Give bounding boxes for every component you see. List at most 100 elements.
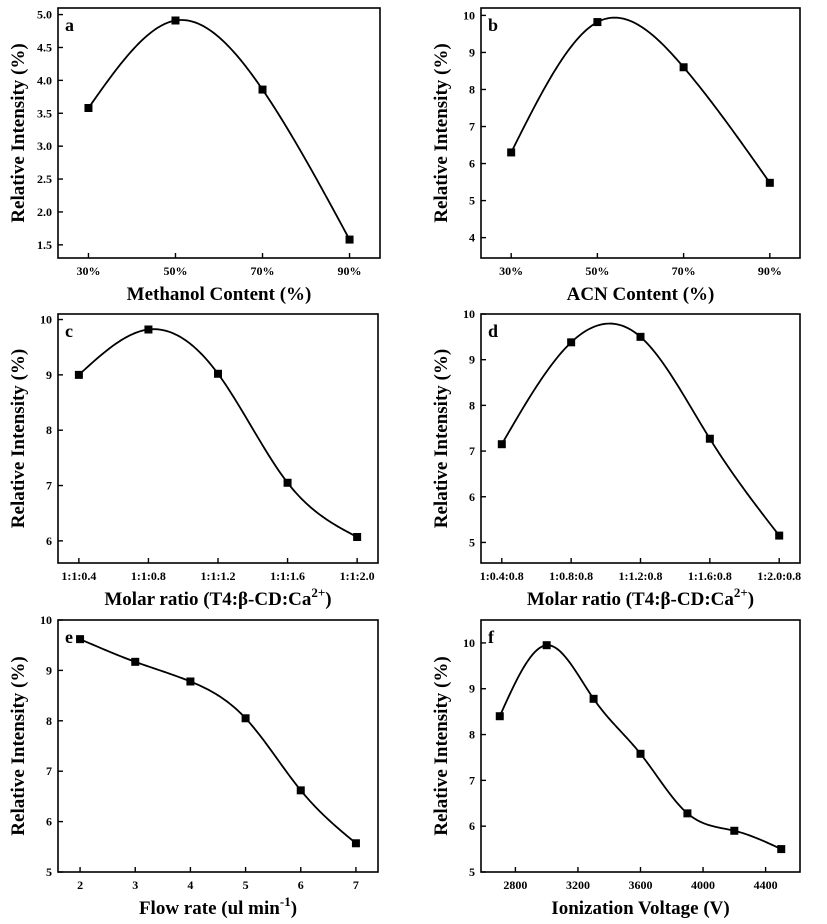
data-point — [765, 178, 774, 187]
x-tick-label: 6 — [298, 878, 304, 892]
panel-a: 1.5 2.0 2.5 3.0 3.5 4.0 4.5 5.0 30% 50% 70% 90% a Met… — [8, 7, 381, 305]
data-point — [258, 85, 267, 94]
panel-letter: e — [65, 627, 73, 647]
data-point — [593, 18, 602, 27]
fit-curve — [498, 644, 782, 850]
x-tick-label: 1:0.4:0.8 — [480, 569, 524, 583]
x-axis-label: Molar ratio (T4:β-CD:Ca2+) — [527, 585, 754, 610]
fit-curve — [79, 638, 357, 844]
y-tick-label: 4.5 — [37, 40, 52, 54]
y-axis-label: Relative Intensity (%) — [431, 349, 452, 528]
panel-c: 6 7 8 9 10 1:1:0.4 1:1:0.8 1:1:1.2 1:1:1.6 1:1:2.… — [8, 313, 379, 610]
y-tick-label: 3.5 — [37, 106, 52, 120]
x-tick-label: 30% — [499, 264, 523, 278]
x-tick-label: 50% — [585, 264, 609, 278]
fit-curve — [501, 322, 780, 537]
data-point — [589, 694, 598, 703]
y-tick-label: 9 — [469, 45, 475, 59]
y-tick-label: 7 — [46, 764, 52, 778]
x-tick-label: 5 — [243, 878, 249, 892]
y-tick-label: 6 — [46, 815, 52, 829]
y-tick-label: 4 — [469, 231, 475, 245]
x-tick-label: 70% — [672, 264, 696, 278]
x-tick-label: 4000 — [691, 878, 715, 892]
x-tick-label: 2800 — [503, 878, 527, 892]
panel-letter: c — [65, 321, 73, 341]
y-tick-label: 6 — [469, 157, 475, 171]
y-tick-label: 7 — [469, 120, 475, 134]
y-tick-label: 5 — [469, 535, 475, 549]
x-tick-label: 1:1.6:0.8 — [688, 569, 732, 583]
x-axis-label-end: ) — [291, 898, 297, 919]
data-point — [775, 531, 784, 540]
data-point — [186, 677, 195, 686]
data-point — [214, 369, 222, 378]
y-axis-label: Relative Intensity (%) — [8, 656, 29, 835]
data-point — [683, 809, 692, 818]
y-tick-label: 7 — [46, 479, 52, 493]
plot-frame — [480, 619, 801, 873]
x-tick-label: 3600 — [629, 878, 653, 892]
y-tick-label: 8 — [46, 423, 52, 437]
y-tick-label: 9 — [469, 682, 475, 696]
y-tick-label: 8 — [469, 82, 475, 96]
x-axis-label: Ionization Voltage (V) — [551, 898, 729, 919]
y-tick-label: 6 — [46, 534, 52, 548]
data-point — [679, 63, 688, 72]
data-point — [351, 839, 360, 848]
data-point — [283, 478, 292, 487]
y-tick-label: 5 — [469, 865, 475, 879]
x-tick-label: 1:2.0:0.8 — [757, 569, 801, 583]
x-axis-label-end: ) — [748, 589, 754, 610]
y-tick-label: 10 — [463, 8, 475, 22]
x-axis-label-superscript: 2+ — [734, 585, 748, 600]
data-point — [131, 657, 140, 666]
x-tick-label: 1:1:1.2 — [201, 569, 236, 583]
y-tick-label: 1.5 — [37, 238, 52, 252]
data-point — [636, 749, 645, 758]
y-tick-label: 6 — [469, 819, 475, 833]
y-tick-label: 5.0 — [37, 8, 52, 22]
panel-b: 4 5 6 7 8 9 10 30% 50% 70% 90% b ACN Content (%) Rela… — [431, 7, 801, 305]
y-tick-label: 5 — [46, 865, 52, 879]
data-point — [345, 235, 354, 244]
fit-curve — [510, 16, 771, 184]
y-axis-label: Relative Intensity (%) — [431, 43, 452, 222]
y-tick-label: 2.0 — [37, 205, 52, 219]
data-point — [567, 338, 576, 347]
x-axis-label: Flow rate (ul min-1) — [139, 894, 297, 919]
x-axis-label: Methanol Content (%) — [127, 284, 312, 305]
panel-d: 5 6 7 8 9 10 1:0.4:0.8 1:0.8:0.8 1:1.2:0.8 1:1.6:… — [431, 307, 801, 610]
x-tick-label: 90% — [338, 264, 362, 278]
data-point — [241, 714, 250, 723]
panel-letter: b — [488, 15, 498, 35]
y-tick-label: 6 — [469, 490, 475, 504]
y-tick-label: 7 — [469, 444, 475, 458]
x-axis-label-end: ) — [325, 589, 331, 610]
data-point — [636, 332, 645, 341]
y-tick-label: 5 — [469, 194, 475, 208]
x-axis-label: ACN Content (%) — [567, 284, 715, 305]
x-tick-label: 7 — [353, 878, 359, 892]
y-tick-label: 9 — [46, 368, 52, 382]
y-axis-label: Relative Intensity (%) — [8, 349, 29, 528]
panel-e: 5 6 7 8 9 10 2 3 4 5 6 7 e Flow rate (ul min-1) Relati… — [8, 613, 379, 919]
data-point — [74, 370, 83, 379]
panel-f: 5 6 7 8 9 10 2800 3200 3600 4000 4400 f Ionization V… — [431, 619, 801, 919]
y-tick-label: 7 — [469, 773, 475, 787]
data-point — [144, 325, 153, 334]
x-axis-label: Molar ratio (T4:β-CD:Ca2+) — [104, 585, 331, 610]
data-point — [497, 440, 506, 449]
data-point — [507, 148, 516, 157]
plot-frame — [57, 7, 381, 259]
x-tick-label: 70% — [251, 264, 275, 278]
data-point — [705, 434, 714, 443]
x-tick-label: 2 — [77, 878, 83, 892]
x-tick-label: 50% — [163, 264, 187, 278]
x-tick-label: 1:1:2.0 — [340, 569, 375, 583]
data-point — [730, 826, 739, 835]
y-tick-label: 8 — [469, 728, 475, 742]
x-tick-label: 1:1.2:0.8 — [619, 569, 663, 583]
y-tick-label: 2.5 — [37, 172, 52, 186]
